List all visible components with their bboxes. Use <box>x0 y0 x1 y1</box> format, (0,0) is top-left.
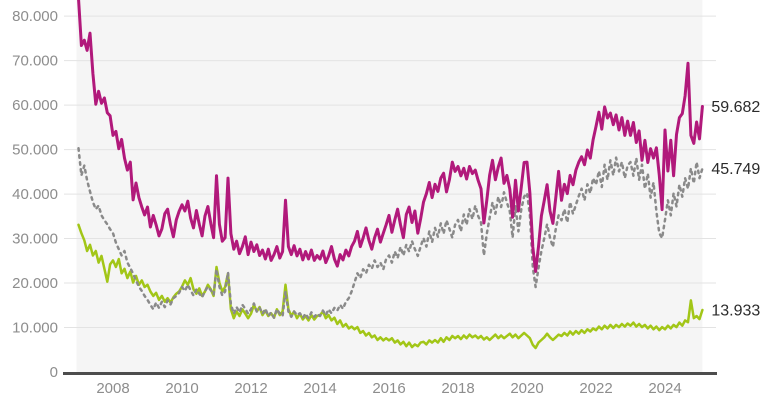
plot-background <box>76 0 703 372</box>
x-axis-tick-label: 2014 <box>303 380 336 397</box>
y-axis-tick-label: 70.000 <box>12 53 58 70</box>
x-axis-tick-label: 2010 <box>165 380 198 397</box>
x-axis-tick-label: 2020 <box>510 380 543 397</box>
end-label-green: 13.933 <box>711 303 760 320</box>
y-axis-tick-label: 20.000 <box>12 275 58 292</box>
x-axis-tick-label: 2012 <box>234 380 267 397</box>
x-axis-tick-label: 2018 <box>441 380 474 397</box>
y-axis-tick-label: 40.000 <box>12 186 58 203</box>
x-axis-tick-label: 2016 <box>372 380 405 397</box>
y-axis-tick-label: 50.000 <box>12 142 58 159</box>
series-gray-dotted-line <box>77 147 704 320</box>
y-axis-tick-label: 30.000 <box>12 231 58 248</box>
y-axis-tick-label: 10.000 <box>12 320 58 337</box>
x-axis-tick-label: 2022 <box>579 380 612 397</box>
x-axis-tick-label: 2008 <box>96 380 129 397</box>
series-green-line <box>77 223 704 350</box>
end-label-magenta: 59.682 <box>711 99 760 116</box>
y-axis-tick-label: 0 <box>50 364 58 381</box>
y-axis-tick-label: 80.000 <box>12 8 58 25</box>
series-magenta-line <box>77 0 704 273</box>
y-axis-tick-label: 60.000 <box>12 97 58 114</box>
x-axis-tick-label: 2024 <box>648 380 681 397</box>
end-label-gray-dotted: 45.749 <box>711 161 760 178</box>
